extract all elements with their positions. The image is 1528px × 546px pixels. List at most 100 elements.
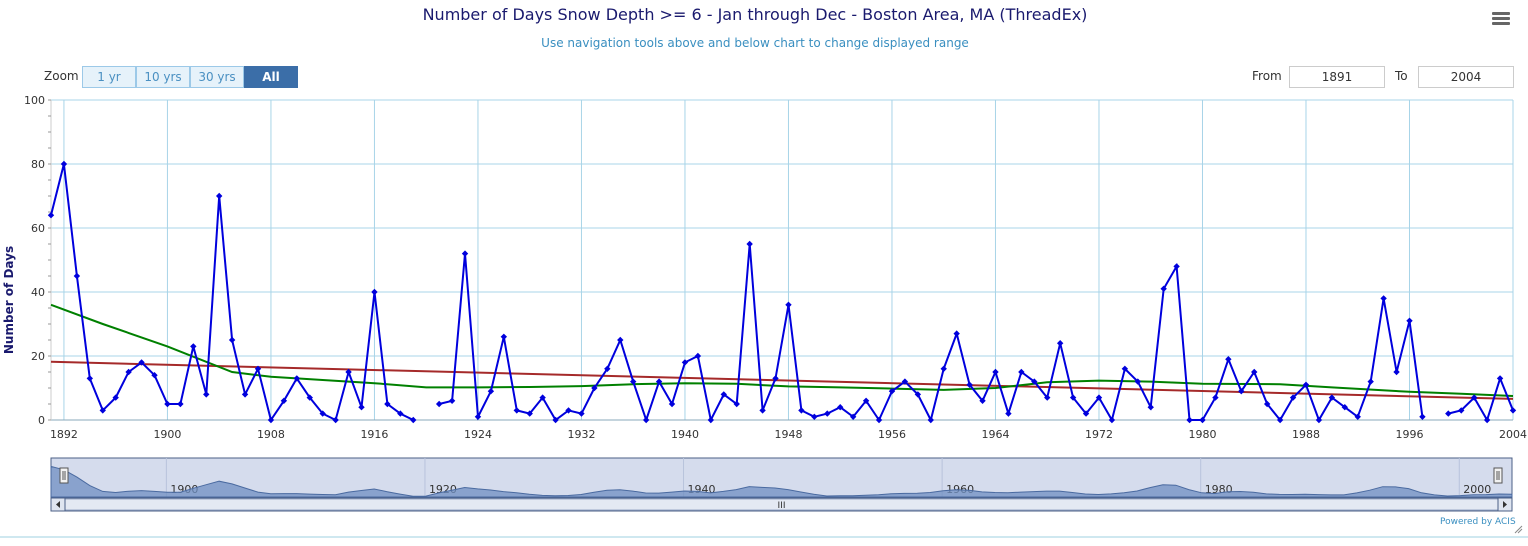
data-point xyxy=(60,160,68,168)
data-point xyxy=(1251,368,1258,376)
data-point xyxy=(474,413,482,420)
data-point xyxy=(500,333,508,340)
data-point xyxy=(125,368,132,376)
data-point xyxy=(875,416,883,424)
chart-title: Number of Days Snow Depth >= 6 - Jan thr… xyxy=(422,5,1088,24)
data-point xyxy=(384,400,391,408)
data-point xyxy=(487,388,495,395)
data-point xyxy=(1160,285,1167,292)
data-point xyxy=(1018,368,1025,376)
x-tick-label: 1908 xyxy=(257,428,285,441)
data-point xyxy=(655,378,663,385)
data-point xyxy=(448,397,456,404)
chart-subtitle: Use navigation tools above and below cha… xyxy=(541,36,969,50)
data-point xyxy=(1199,416,1206,424)
data-point xyxy=(940,365,947,372)
data-point xyxy=(1276,416,1284,424)
data-point xyxy=(254,365,262,372)
data-point xyxy=(953,330,960,337)
data-point xyxy=(461,250,469,257)
x-tick-label: 1980 xyxy=(1188,428,1216,441)
navigator-series-area xyxy=(50,465,1513,498)
data-point xyxy=(1121,365,1129,372)
data-point xyxy=(1380,295,1387,302)
data-point xyxy=(772,375,779,382)
data-point xyxy=(1302,381,1310,388)
data-point xyxy=(190,343,197,350)
hamburger-menu-icon[interactable] xyxy=(1492,12,1510,28)
data-point xyxy=(565,407,572,414)
bottom-divider xyxy=(0,536,1528,538)
data-point xyxy=(138,359,145,366)
x-tick-label: 1892 xyxy=(50,428,78,441)
data-point xyxy=(1393,368,1400,376)
y-tick-label: 60 xyxy=(31,222,45,235)
data-point xyxy=(1095,394,1103,401)
data-point xyxy=(1044,394,1051,401)
data-point xyxy=(1483,416,1491,424)
x-tick-label: 1996 xyxy=(1395,428,1423,441)
data-point xyxy=(1147,404,1154,411)
zoom-30yrs-button[interactable]: 30 yrs xyxy=(190,66,244,88)
series-points xyxy=(47,160,1517,424)
data-point xyxy=(332,416,339,424)
zoom-10yrs-button[interactable]: 10 yrs xyxy=(136,66,190,88)
data-point xyxy=(1458,407,1465,414)
data-point xyxy=(306,394,313,401)
navigator-year-label: 2000 xyxy=(1463,483,1491,496)
data-point xyxy=(215,192,223,200)
data-point xyxy=(759,407,766,414)
navigator-right-handle-icon[interactable] xyxy=(1493,467,1503,484)
data-point xyxy=(1354,413,1361,420)
data-point xyxy=(591,384,598,392)
data-point xyxy=(345,368,352,376)
navigator-left-handle-icon[interactable] xyxy=(59,467,69,484)
scroll-right-arrow-icon[interactable] xyxy=(1497,497,1513,512)
scroll-left-arrow-icon[interactable] xyxy=(50,497,66,512)
zoom-all-button[interactable]: All xyxy=(244,66,298,88)
arrow-glyph xyxy=(56,501,60,508)
data-point xyxy=(241,391,249,398)
y-tick-label: 100 xyxy=(24,94,45,107)
data-point xyxy=(177,400,184,408)
x-tick-label: 1964 xyxy=(981,428,1009,441)
x-tick-label: 1988 xyxy=(1292,428,1320,441)
range-to-label: To xyxy=(1395,69,1408,83)
data-point xyxy=(901,378,909,385)
data-point xyxy=(1005,410,1012,417)
data-point xyxy=(513,407,520,414)
range-to-input[interactable] xyxy=(1418,66,1514,88)
data-point xyxy=(47,212,55,219)
data-point xyxy=(642,416,650,424)
x-tick-label: 1956 xyxy=(878,428,906,441)
data-point xyxy=(681,359,689,366)
zoom-1yr-button[interactable]: 1 yr xyxy=(82,66,136,88)
smooth-trend-line xyxy=(50,303,1514,397)
data-point xyxy=(86,375,94,382)
credit-link[interactable]: Powered by ACIS xyxy=(1440,517,1516,527)
data-point xyxy=(99,407,106,414)
data-point xyxy=(371,288,378,296)
x-tick-label: 1916 xyxy=(360,428,388,441)
data-point xyxy=(397,410,404,417)
handle-body xyxy=(1493,467,1503,484)
data-point xyxy=(410,416,417,424)
zoom-label: Zoom xyxy=(44,69,79,83)
data-point xyxy=(720,391,727,398)
data-point xyxy=(1406,317,1413,324)
data-point xyxy=(112,394,119,401)
data-point xyxy=(1186,416,1193,424)
grid-lines xyxy=(51,99,1514,421)
x-tick-label: 1948 xyxy=(774,428,802,441)
data-point xyxy=(694,352,702,360)
data-point xyxy=(1134,378,1141,385)
data-point xyxy=(1470,394,1478,401)
data-point xyxy=(824,410,831,417)
data-point xyxy=(1509,407,1517,414)
data-point xyxy=(862,397,870,404)
data-point xyxy=(1367,378,1374,385)
data-point xyxy=(1082,410,1090,417)
x-tick-label: 1900 xyxy=(153,428,181,441)
range-from-input[interactable] xyxy=(1289,66,1385,88)
